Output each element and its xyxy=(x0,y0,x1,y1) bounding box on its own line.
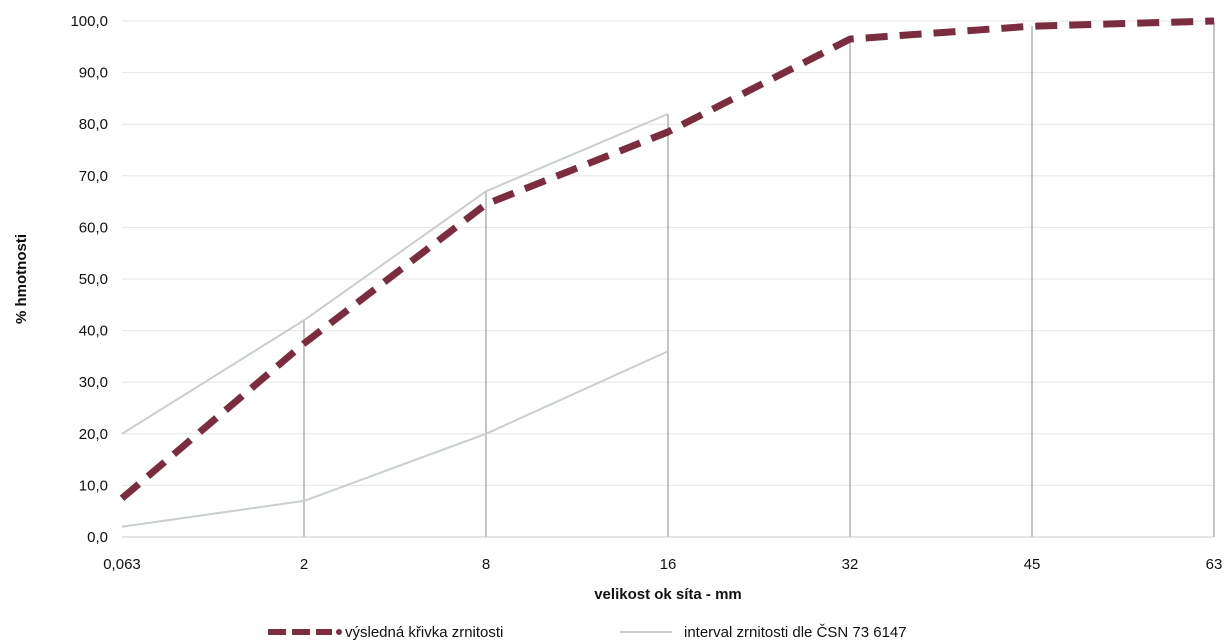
x-tick-label: 16 xyxy=(660,556,677,573)
x-tick-label: 2 xyxy=(300,556,308,573)
y-axis-title: % hmotnosti xyxy=(13,234,30,324)
legend-marker-dot xyxy=(336,629,342,635)
series-line-interval xyxy=(121,112,669,435)
y-tick-label: 60,0 xyxy=(79,219,108,236)
y-tick-labels: 0,0 10,0 20,0 30,0 40,0 50,0 60,0 70,0 80,0 90,0 1… xyxy=(70,13,108,546)
y-tick-label: 70,0 xyxy=(79,168,108,185)
y-tick-label: 0,0 xyxy=(87,529,108,546)
x-tick-label: 63 xyxy=(1206,556,1223,573)
x-tick-label: 45 xyxy=(1024,556,1041,573)
y-tick-label: 80,0 xyxy=(79,116,108,133)
y-tick-label: 100,0 xyxy=(70,13,108,30)
y-tick-label: 50,0 xyxy=(79,271,108,288)
legend-label-result-curve: výsledná křivka zrnitosti xyxy=(345,624,503,641)
x-tick-label: 0,063 xyxy=(103,556,141,573)
x-tick-label: 32 xyxy=(842,556,859,573)
x-axis-title: velikost ok síta - mm xyxy=(594,586,742,603)
y-tick-label: 40,0 xyxy=(79,323,108,340)
legend-label-interval: interval zrnitosti dle ČSN 73 6147 xyxy=(684,624,907,641)
series xyxy=(119,17,1215,528)
series-line-interval xyxy=(121,350,669,528)
legend: výsledná křivka zrnitosti interval zrnit… xyxy=(268,624,907,641)
y-tick-label: 90,0 xyxy=(79,65,108,82)
x-tick-label: 8 xyxy=(482,556,490,573)
y-tick-label: 20,0 xyxy=(79,426,108,443)
x-tick-labels: 0,063 2 8 16 32 45 63 xyxy=(103,556,1222,573)
y-tick-label: 10,0 xyxy=(79,477,108,494)
y-tick-label: 30,0 xyxy=(79,374,108,391)
series-line-result-curve xyxy=(119,17,1215,501)
